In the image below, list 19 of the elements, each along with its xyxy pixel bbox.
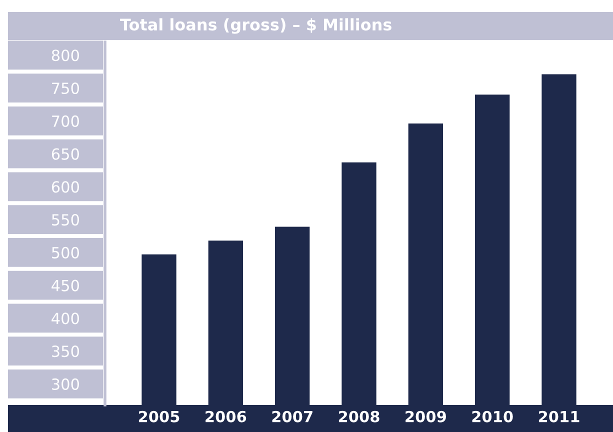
y-tick-label: 650	[52, 148, 79, 160]
y-tick-label: 600	[52, 181, 79, 193]
chart-title: Total loans (gross) – $ Millions	[120, 18, 392, 34]
y-tick-label: 500	[52, 246, 79, 258]
x-tick-label: 2006	[206, 410, 246, 422]
x-tick-label: 2011	[538, 410, 580, 422]
x-tick-label: 2010	[472, 410, 513, 422]
x-tick-label: 2008	[338, 410, 380, 422]
y-tick-label: 450	[52, 280, 79, 292]
y-tick-label: 550	[52, 214, 79, 226]
y-tick-label: 300	[52, 378, 79, 390]
x-tick-label: 2005	[138, 410, 180, 422]
x-tick-label: 2007	[272, 410, 312, 422]
y-tick-label: 750	[52, 82, 79, 94]
y-tick-label: 800	[52, 50, 79, 62]
y-tick-label: 700	[52, 115, 79, 127]
y-tick-label: 350	[52, 346, 79, 358]
x-tick-label: 2009	[406, 410, 446, 422]
y-tick-label: 400	[52, 312, 79, 324]
